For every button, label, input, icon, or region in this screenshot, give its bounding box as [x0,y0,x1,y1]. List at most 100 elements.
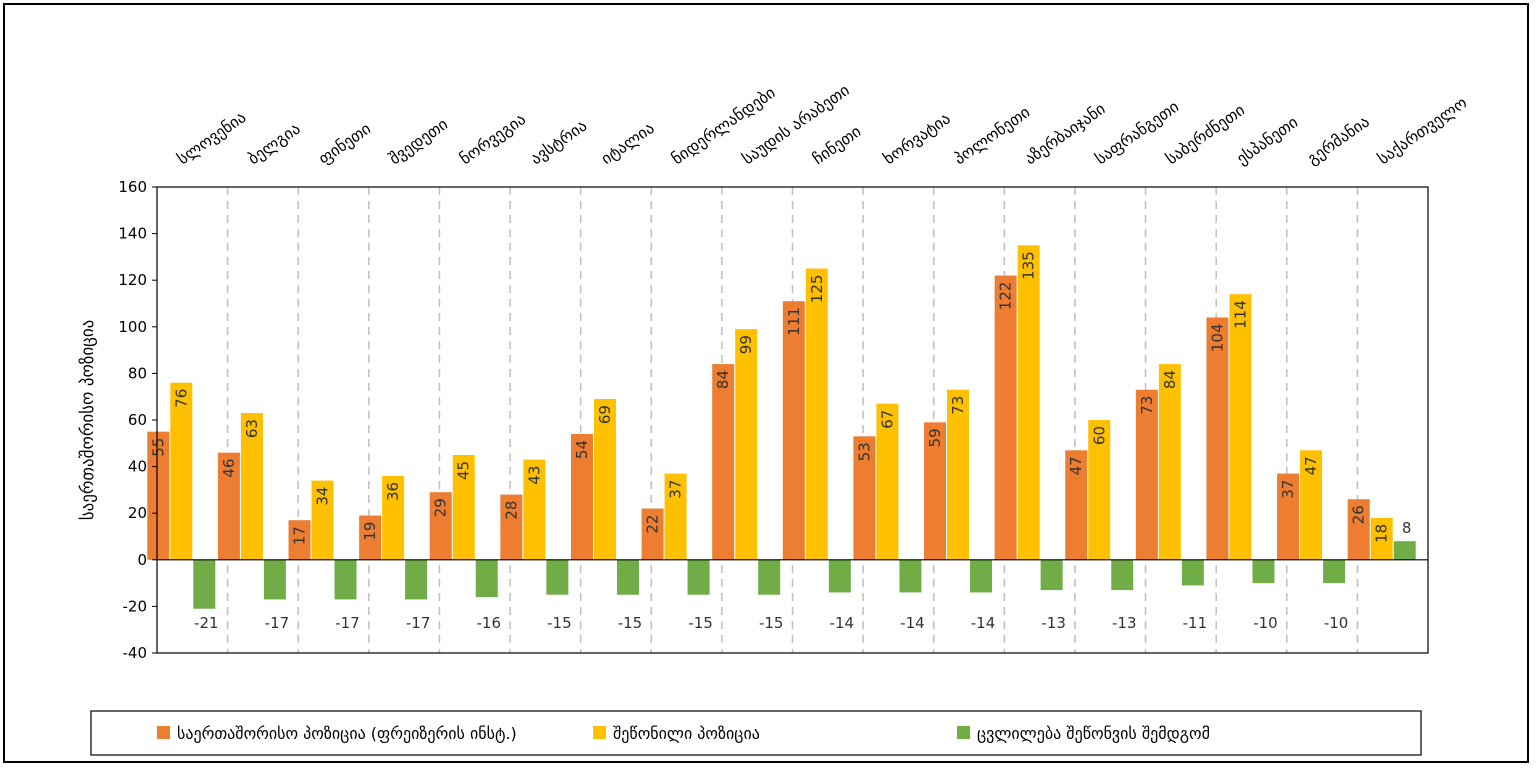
data-label: -15 [688,614,713,632]
chart-frame: 55 76 -21 46 63 -17 17 34 -17 19 36 -17 29 45 -16 28 43-… [3,3,1529,763]
bar-weighted [1300,450,1323,560]
data-label: 28 [502,501,520,520]
data-label: 84 [714,370,732,389]
legend: საერთაშორისო პოზიცია (ფრეიზერის ინსტ.) შე… [90,710,1422,756]
data-label: -11 [1183,614,1208,632]
bar-change [687,559,710,595]
bar-weighted [593,399,616,560]
data-label: 99 [737,335,755,354]
bar-change [1040,559,1063,591]
bar-international [782,301,805,560]
bar-international [147,431,170,560]
bar-weighted [240,413,263,560]
y-tick-label: 120 [118,271,147,289]
data-label: -15 [547,614,572,632]
bar-weighted [735,329,758,560]
data-label: -14 [900,614,925,632]
y-tick-label: 140 [118,225,147,243]
category-label: ფინეთი [315,119,374,168]
data-label: -17 [335,614,360,632]
data-label: 34 [314,487,332,506]
data-label: 55 [149,438,167,457]
bar-weighted [452,454,475,560]
legend-swatch [957,726,970,739]
data-label: 63 [243,419,261,438]
bar-international [1135,389,1158,560]
data-label: -21 [194,614,219,632]
bar-weighted [523,459,546,560]
data-label: -13 [1112,614,1137,632]
bar-international [288,520,311,560]
legend-label: ცვლილება შეწონვის შემდგომ [977,724,1210,743]
y-tick-label: 0 [137,551,147,569]
data-label: 54 [573,440,591,459]
bar-international [1065,450,1088,560]
data-label: 26 [1350,505,1368,524]
data-label: -17 [265,614,290,632]
bar-change [828,559,851,593]
y-tick-label: 40 [128,458,147,476]
data-label: 135 [1020,251,1038,280]
category-label: საქართველო [1374,93,1470,168]
data-label: 69 [596,405,614,424]
bars-group [147,245,1416,609]
data-label: 19 [361,522,379,541]
data-label: -15 [618,614,643,632]
data-label: -16 [477,614,502,632]
data-label: -17 [406,614,431,632]
legend-box [90,710,1422,756]
bar-weighted [1370,517,1393,560]
y-tick-label: 160 [118,178,147,196]
bar-international [217,452,240,560]
data-label: 76 [172,389,190,408]
bar-weighted [1158,364,1181,560]
axes-group: -40 -20 0 20 40 60 80 100 120 140 160 [118,178,1429,662]
data-label: 47 [1302,456,1320,475]
bar-international [359,515,382,560]
bar-international [924,422,947,560]
category-label: ბელგია [244,119,303,168]
data-label: -10 [1253,614,1278,632]
data-label: 84 [1161,370,1179,389]
data-label: 122 [997,282,1015,311]
bar-change [1393,541,1416,560]
data-label: 73 [1138,396,1156,415]
bar-weighted [805,268,828,560]
bar-change [405,559,428,600]
data-label: 22 [644,515,662,534]
category-label: გერმანია [1303,112,1372,169]
bar-change [334,559,357,600]
category-label: პოლონეთი [950,102,1033,168]
bar-international [429,492,452,560]
data-label: -10 [1324,614,1349,632]
bar-weighted [170,382,193,560]
data-label: 104 [1208,323,1226,352]
data-label: 18 [1373,524,1391,543]
bar-weighted [382,475,405,560]
data-label: -14 [971,614,996,632]
category-label: შვედეთი [386,114,452,168]
bar-international [1206,317,1229,560]
bar-weighted [1017,245,1040,560]
bar-international [641,508,664,560]
bar-international [853,436,876,560]
y-tick-label: 60 [128,411,147,429]
data-label: 47 [1067,456,1085,475]
data-label: 60 [1090,426,1108,445]
data-label: 73 [949,396,967,415]
data-labels-group: 55 76 -21 46 63 -17 17 34 -17 19 36 -17 29 45 -16 28 43 -… [149,251,1411,632]
bar-weighted [311,480,334,560]
bar-chart: 5576-214663-171734-171936-172945-162843-… [78,80,1470,756]
y-tick-label: 20 [128,504,147,522]
bar-change [1323,559,1346,584]
category-label: იტალია [597,118,657,168]
bar-change [546,559,569,595]
bar-change [1111,559,1134,591]
data-label: 17 [291,526,309,545]
category-label: ნორვეგია [456,109,529,168]
data-label: 36 [384,482,402,501]
bar-weighted [876,403,899,560]
bar-weighted [1088,420,1111,560]
category-label: სლოვენია [174,107,250,168]
y-tick-label: -40 [123,644,148,662]
